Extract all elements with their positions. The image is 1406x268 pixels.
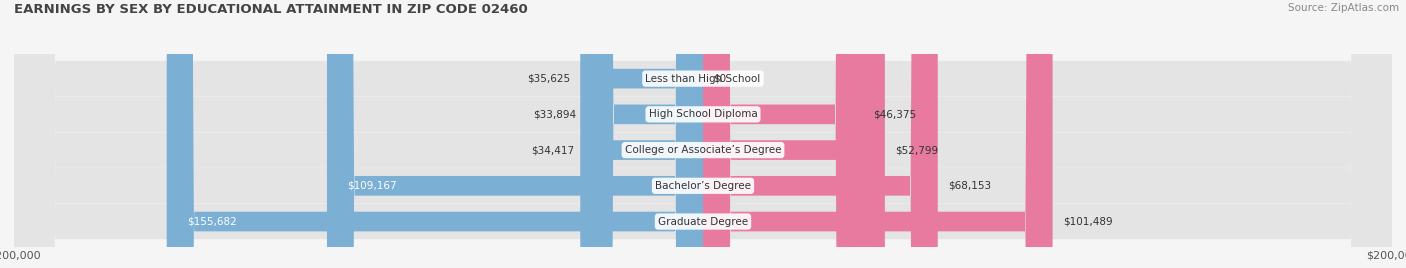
FancyBboxPatch shape — [167, 0, 703, 268]
Text: $0: $0 — [713, 74, 727, 84]
Text: $155,682: $155,682 — [187, 217, 238, 226]
FancyBboxPatch shape — [14, 0, 1392, 268]
FancyBboxPatch shape — [703, 0, 1053, 268]
Text: $46,375: $46,375 — [873, 109, 917, 119]
Text: Bachelor’s Degree: Bachelor’s Degree — [655, 181, 751, 191]
Text: $35,625: $35,625 — [527, 74, 569, 84]
Text: College or Associate’s Degree: College or Associate’s Degree — [624, 145, 782, 155]
FancyBboxPatch shape — [703, 0, 863, 268]
FancyBboxPatch shape — [14, 0, 1392, 268]
FancyBboxPatch shape — [14, 0, 1392, 268]
Text: $33,894: $33,894 — [533, 109, 576, 119]
Text: $52,799: $52,799 — [896, 145, 938, 155]
FancyBboxPatch shape — [328, 0, 703, 268]
Text: $109,167: $109,167 — [347, 181, 398, 191]
Text: Less than High School: Less than High School — [645, 74, 761, 84]
FancyBboxPatch shape — [703, 0, 938, 268]
Text: High School Diploma: High School Diploma — [648, 109, 758, 119]
FancyBboxPatch shape — [703, 0, 884, 268]
FancyBboxPatch shape — [581, 0, 703, 268]
Text: $101,489: $101,489 — [1063, 217, 1112, 226]
Text: $34,417: $34,417 — [531, 145, 574, 155]
FancyBboxPatch shape — [14, 0, 1392, 268]
FancyBboxPatch shape — [14, 0, 1392, 268]
FancyBboxPatch shape — [585, 0, 703, 268]
Text: $68,153: $68,153 — [948, 181, 991, 191]
Text: Graduate Degree: Graduate Degree — [658, 217, 748, 226]
FancyBboxPatch shape — [586, 0, 703, 268]
Text: EARNINGS BY SEX BY EDUCATIONAL ATTAINMENT IN ZIP CODE 02460: EARNINGS BY SEX BY EDUCATIONAL ATTAINMEN… — [14, 3, 527, 16]
Text: Source: ZipAtlas.com: Source: ZipAtlas.com — [1288, 3, 1399, 13]
